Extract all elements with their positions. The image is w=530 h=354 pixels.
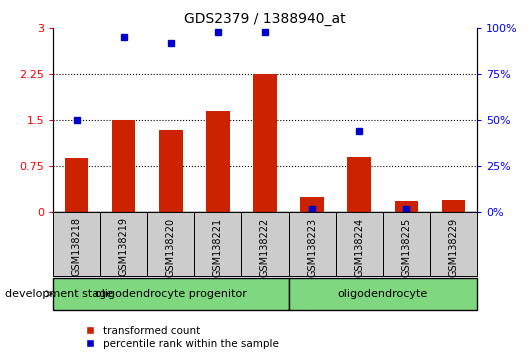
Bar xyxy=(112,120,136,212)
Bar xyxy=(383,212,430,276)
Text: GSM138222: GSM138222 xyxy=(260,217,270,277)
Text: GSM138221: GSM138221 xyxy=(213,217,223,276)
Text: GSM138218: GSM138218 xyxy=(72,217,82,276)
Bar xyxy=(147,212,195,276)
Text: GSM138225: GSM138225 xyxy=(401,217,411,277)
Bar xyxy=(288,212,335,276)
Text: GSM138224: GSM138224 xyxy=(354,217,364,276)
Text: GSM138220: GSM138220 xyxy=(166,217,176,276)
Bar xyxy=(159,130,182,212)
Text: GSM138229: GSM138229 xyxy=(448,217,458,276)
Bar xyxy=(394,201,418,212)
Bar xyxy=(100,212,147,276)
Bar xyxy=(430,212,477,276)
Title: GDS2379 / 1388940_at: GDS2379 / 1388940_at xyxy=(184,12,346,26)
Bar xyxy=(195,212,242,276)
Bar xyxy=(53,278,288,310)
Text: oligodendrocyte progenitor: oligodendrocyte progenitor xyxy=(95,289,247,299)
Legend: transformed count, percentile rank within the sample: transformed count, percentile rank withi… xyxy=(85,326,279,349)
Text: GSM138223: GSM138223 xyxy=(307,217,317,276)
Bar xyxy=(53,212,100,276)
Bar xyxy=(441,200,465,212)
Bar xyxy=(242,212,288,276)
Bar xyxy=(288,278,477,310)
Bar xyxy=(348,157,371,212)
Bar xyxy=(65,158,89,212)
Text: development stage: development stage xyxy=(5,289,113,299)
Bar xyxy=(335,212,383,276)
Text: oligodendrocyte: oligodendrocyte xyxy=(338,289,428,299)
Text: GSM138219: GSM138219 xyxy=(119,217,129,276)
Bar xyxy=(206,111,229,212)
Bar xyxy=(253,74,277,212)
Bar xyxy=(301,197,324,212)
